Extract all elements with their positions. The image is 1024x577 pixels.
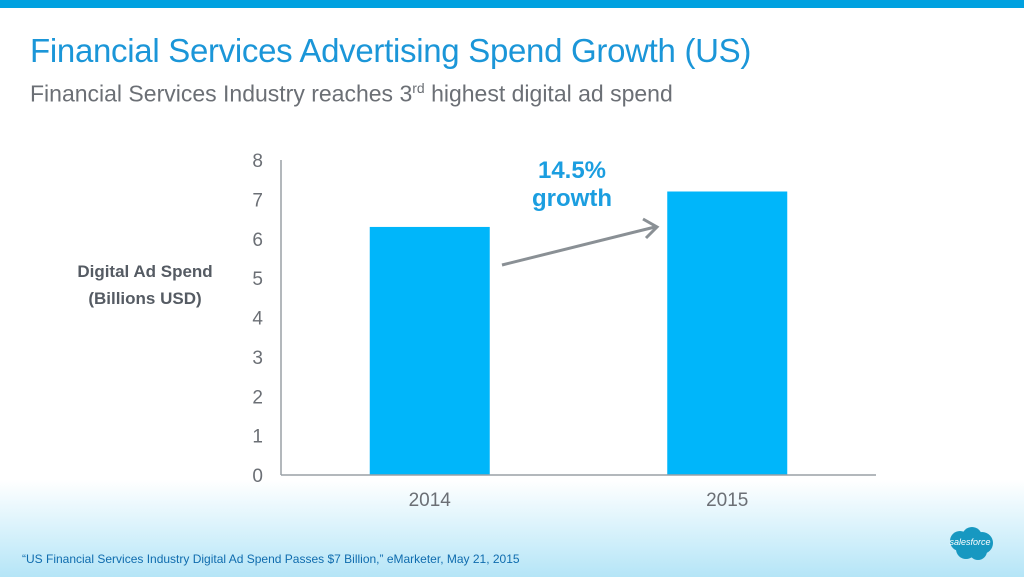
y-tick-label: 7 [252,190,263,211]
logo-text: salesforce [949,537,991,547]
y-tick-label: 2 [252,387,263,408]
salesforce-logo: salesforce [946,527,994,561]
subtitle-text-end: highest digital ad spend [424,80,673,107]
bar-2015 [667,191,788,475]
y-tick-label: 3 [252,348,263,369]
y-axis-label: Digital Ad Spend (Billions USD) [50,258,240,312]
x-tick-label: 2014 [409,490,452,511]
growth-arrow [501,217,660,267]
y-tick-label: 8 [252,151,263,172]
y-tick-label: 0 [252,466,263,487]
y-tick-label: 5 [252,269,263,290]
bar-2014 [369,226,490,475]
footer-gradient [0,480,1024,577]
cloud-icon [950,527,993,560]
y-axis-label-line1: Digital Ad Spend [77,262,213,281]
page-subtitle: Financial Services Industry reaches 3rd … [30,80,673,108]
growth-label: growth [532,185,612,212]
y-tick-label: 6 [252,230,263,251]
source-citation: “US Financial Services Industry Digital … [22,552,520,566]
growth-percent: 14.5% [538,157,606,184]
top-accent-bar [0,0,1024,8]
arrow-head-icon [642,217,660,240]
x-tick-label: 2015 [706,490,748,511]
subtitle-text: Financial Services Industry reaches 3 [30,80,413,107]
y-tick-label: 4 [252,309,263,330]
page-title: Financial Services Advertising Spend Gro… [30,32,752,69]
y-tick-label: 1 [252,427,263,448]
arrow-shaft [501,225,656,267]
y-axis-label-line2: (Billions USD) [88,289,202,308]
subtitle-superscript: rd [412,80,425,96]
